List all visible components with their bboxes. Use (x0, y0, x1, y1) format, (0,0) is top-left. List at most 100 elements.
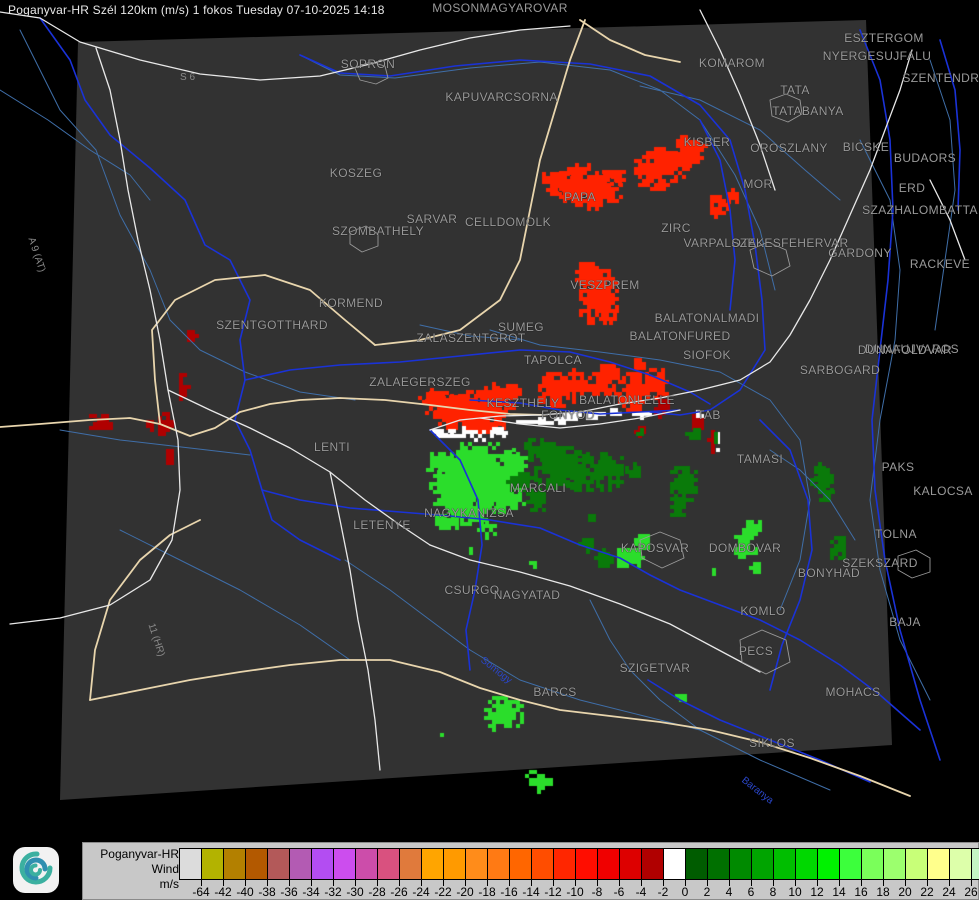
scale-tick (949, 879, 950, 886)
color-swatch (862, 849, 884, 879)
city-label: SARBOGARD (799, 363, 881, 377)
scale-tick-label: 22 (920, 885, 934, 899)
color-swatch (730, 849, 752, 879)
city-label: SUMEG (497, 320, 545, 334)
scale-tick-label: -26 (390, 885, 408, 899)
scale-tick-label: -30 (346, 885, 364, 899)
scale-tick (553, 879, 554, 886)
color-swatch (202, 849, 224, 879)
city-label: KOSZEG (329, 166, 383, 180)
city-label: SZEKSZARD (842, 556, 918, 570)
spiral-logo (13, 847, 59, 893)
map-vector-overlay (0, 9, 966, 797)
scale-tick-label: 10 (788, 885, 802, 899)
color-swatch (686, 849, 708, 879)
scale-tick (839, 879, 840, 886)
city-label: SIOFOK (683, 348, 731, 362)
city-label: CELLDOMOLK (464, 215, 552, 229)
scale-tick (707, 879, 708, 886)
city-label: BICSKE (842, 140, 890, 154)
city-label: FONYOD (541, 408, 595, 422)
scale-tick (883, 879, 884, 886)
color-swatch-strip (179, 848, 979, 880)
scale-tick-label: -40 (236, 885, 254, 899)
scale-tick (663, 879, 664, 886)
color-swatch (928, 849, 950, 879)
city-label: BALATONFURED (629, 329, 731, 343)
scale-tick (355, 879, 356, 886)
scale-tick-label: 24 (942, 885, 956, 899)
scale-tick (905, 879, 906, 886)
color-swatch (972, 849, 979, 879)
scale-tick-label: -22 (434, 885, 452, 899)
city-label: SIKLOS (749, 736, 795, 750)
scale-tick-label: -14 (522, 885, 540, 899)
city-label: BALATONLELLE (579, 393, 675, 407)
scale-tick (443, 879, 444, 886)
city-label: KAPOSVAR (620, 541, 690, 555)
city-label: VESZPREM (570, 278, 640, 292)
scale-tick (619, 879, 620, 886)
scale-tick-label: 2 (703, 885, 711, 899)
city-label: TATA (780, 83, 810, 97)
color-swatch (884, 849, 906, 879)
scale-tick-label: -10 (566, 885, 584, 899)
city-label: ERD (898, 181, 926, 195)
city-label: NYERGESUJFALU (822, 49, 932, 63)
legend-quantity-label: Wind (151, 862, 179, 876)
color-swatch (532, 849, 554, 879)
river-lines (0, 29, 956, 791)
city-label: ZALAEGERSZEG (369, 375, 471, 389)
city-label: TAMASI (736, 452, 784, 466)
city-label: SZENTENDRE (902, 71, 979, 85)
color-swatch (708, 849, 730, 879)
city-label: KAPUVAR (445, 90, 505, 104)
city-label: BUDAORS (893, 151, 957, 165)
legend-unit-label: m/s (159, 877, 179, 891)
city-label: TAB (697, 408, 721, 422)
city-label: PAKS (881, 460, 915, 474)
scale-tick (399, 879, 400, 886)
scale-tick-label: -64 (192, 885, 210, 899)
road-lines (0, 9, 966, 771)
color-swatch (840, 849, 862, 879)
city-label: DUNAFOLDVAR (857, 343, 953, 357)
city-label: DUNAUJVAROS (864, 342, 960, 356)
color-scale-legend: Poganyvar-HR Wind m/s -64 -42 -40 -38 -36 -34… (82, 842, 979, 900)
city-label: PECS (738, 644, 774, 658)
scale-tick-label: 4 (725, 885, 733, 899)
scale-tick-label: -20 (456, 885, 474, 899)
city-label: KORMEND (318, 296, 384, 310)
city-label: BAJA (889, 615, 921, 629)
city-label: BONYHAD (797, 566, 861, 580)
scale-tick (751, 879, 752, 886)
scale-tick-label: 18 (876, 885, 890, 899)
color-swatch (598, 849, 620, 879)
city-label: CSORNA (504, 90, 558, 104)
color-swatch (400, 849, 422, 879)
scale-tick (971, 879, 972, 886)
city-label: KALOCSA (913, 484, 973, 498)
city-outlines (349, 61, 931, 675)
scale-tick (289, 879, 290, 886)
scale-tick (333, 879, 334, 886)
color-swatch (356, 849, 378, 879)
scale-tick-label: -2 (657, 885, 669, 899)
city-label: SZENTGOTTHARD (216, 318, 328, 332)
color-swatch (290, 849, 312, 879)
scale-tick-label: -42 (214, 885, 232, 899)
scale-tick-label: -34 (302, 885, 320, 899)
scale-tick (509, 879, 510, 886)
city-label: GARDONY (828, 246, 892, 260)
scale-tick-label: 20 (898, 885, 912, 899)
color-swatch (246, 849, 268, 879)
scale-tick (487, 879, 488, 886)
color-swatch (664, 849, 686, 879)
scale-tick (795, 879, 796, 886)
color-swatch (378, 849, 400, 879)
scale-tick (641, 879, 642, 886)
scale-tick (729, 879, 730, 886)
legend-caption: Poganyvar-HR Wind m/s (87, 847, 179, 892)
scale-tick-label: -32 (324, 885, 342, 899)
